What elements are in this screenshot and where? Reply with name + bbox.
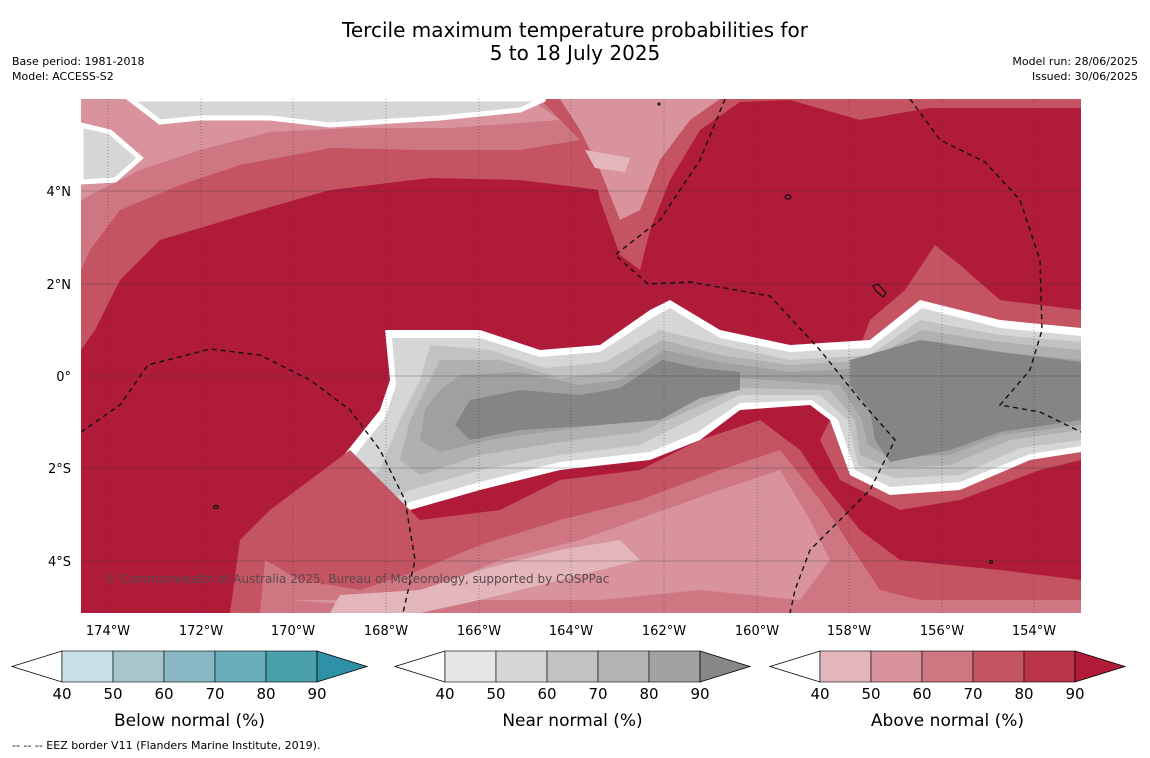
islands (212, 102, 994, 565)
colorbar-cell (444, 650, 497, 683)
issued-date: Issued: 30/06/2025 (1031, 70, 1138, 83)
lon-label: 168°W (364, 624, 408, 639)
colorbar-1: 40 50 60 70 80 90 Below normal (%) (10, 650, 369, 731)
eez-footnote: -- -- -- EEZ border V11 (Flanders Marine… (12, 739, 321, 752)
colorbar-cell (112, 650, 165, 683)
copyright-notice: © Commonwealth of Australia 2025, Bureau… (104, 572, 610, 586)
colorbar-cell (597, 650, 650, 683)
near-normal-northwest (81, 122, 144, 185)
colorbar-title: Above normal (%) (871, 711, 1024, 731)
lat-label: 4°N (47, 185, 72, 200)
colorbar-tick-label: 70 (205, 685, 224, 703)
title-line-1: Tercile maximum temperature probabilitie… (342, 18, 808, 42)
near-normal-90-west (455, 360, 740, 440)
colorbar-title: Near normal (%) (502, 711, 642, 731)
lon-label: 162°W (642, 624, 686, 639)
above-50-band-north-center (560, 99, 720, 220)
colorbar-high-arrow (1074, 650, 1127, 683)
colorbar-cell (214, 650, 267, 683)
colorbar-high-arrow (699, 650, 752, 683)
lon-label: 156°W (920, 624, 964, 639)
base-period: Base period: 1981-2018 (12, 55, 145, 68)
above-70-band-north-center (560, 99, 1081, 270)
lon-label: 172°W (179, 624, 223, 639)
colorbar-tick-label: 40 (810, 685, 829, 703)
map-title: Tercile maximum temperature probabilitie… (0, 19, 1150, 65)
colorbar-tick-label: 70 (963, 685, 982, 703)
colorbar-tick-label: 90 (307, 685, 326, 703)
parallel-lines (81, 190, 1081, 562)
eez-borders (81, 99, 1081, 613)
colorbar-tick-label: 80 (1014, 685, 1033, 703)
colorbar-tick-label: 50 (861, 685, 880, 703)
lon-label: 170°W (271, 624, 315, 639)
colorbar-cell (495, 650, 548, 683)
colorbar-tick-label: 70 (588, 685, 607, 703)
colorbar-cell (1023, 650, 1076, 683)
colorbar-2: 40 50 60 70 80 90 Near normal (%) (393, 650, 752, 731)
colorbars: 40 50 60 70 80 90 Below normal (%) 40 50 60 70 80 90… (10, 650, 1127, 731)
above-40-band-south (330, 540, 640, 613)
colorbar-cell (921, 650, 974, 683)
near-normal-north (125, 99, 547, 128)
lon-label: 164°W (549, 624, 593, 639)
above-50-band-south (290, 470, 830, 605)
colorbar-cell (546, 650, 599, 683)
colorbar-cell (870, 650, 923, 683)
lat-label: 0° (56, 370, 71, 385)
lon-label: 166°W (457, 624, 501, 639)
above-50-band-north (81, 99, 560, 200)
colorbar-tick-label: 90 (690, 685, 709, 703)
colorbar-low-arrow (768, 650, 821, 683)
colorbar-cell (972, 650, 1025, 683)
model-run: Model run: 28/06/2025 (1012, 55, 1138, 68)
lon-label: 154°W (1012, 624, 1056, 639)
title-line-2: 5 to 18 July 2025 (489, 41, 661, 65)
colorbar-tick-label: 50 (103, 685, 122, 703)
colorbar-tick-label: 80 (256, 685, 275, 703)
colorbar-tick-label: 60 (154, 685, 173, 703)
colorbar-cell (265, 650, 318, 683)
map-area (81, 99, 1081, 613)
colorbar-tick-label: 60 (912, 685, 931, 703)
colorbar-title: Below normal (%) (114, 711, 265, 731)
meta-right: Model run: 28/06/2025 Issued: 30/06/2025 (1012, 54, 1138, 84)
above-40-patch (585, 150, 630, 172)
colorbar-tick-label: 60 (537, 685, 556, 703)
colorbar-tick-label: 90 (1065, 685, 1084, 703)
lat-label: 2°S (48, 462, 71, 477)
colorbar-3: 40 50 60 70 80 90 Above normal (%) (768, 650, 1127, 731)
colorbar-cell (61, 650, 114, 683)
colorbar-cell (648, 650, 701, 683)
lat-label: 4°S (48, 555, 71, 570)
lon-label: 174°W (86, 624, 130, 639)
lon-label: 160°W (735, 624, 779, 639)
colorbar-tick-label: 40 (435, 685, 454, 703)
colorbar-low-arrow (10, 650, 63, 683)
lon-label: 158°W (827, 624, 871, 639)
colorbar-low-arrow (393, 650, 446, 683)
colorbar-tick-label: 80 (639, 685, 658, 703)
model-name: Model: ACCESS-S2 (12, 70, 114, 83)
colorbar-tick-label: 50 (486, 685, 505, 703)
colorbar-tick-label: 40 (52, 685, 71, 703)
colorbar-high-arrow (316, 650, 369, 683)
colorbar-cell (163, 650, 216, 683)
colorbar-cell (819, 650, 872, 683)
lat-tick-labels: 4°N 2°N 0° 2°S 4°S (47, 185, 72, 570)
lon-tick-labels: 174°W 172°W 170°W 168°W 166°W 164°W 162°… (86, 624, 1056, 639)
near-normal-90-east (850, 340, 1081, 462)
meta-left: Base period: 1981-2018 Model: ACCESS-S2 (12, 54, 144, 84)
lat-label: 2°N (47, 278, 72, 293)
